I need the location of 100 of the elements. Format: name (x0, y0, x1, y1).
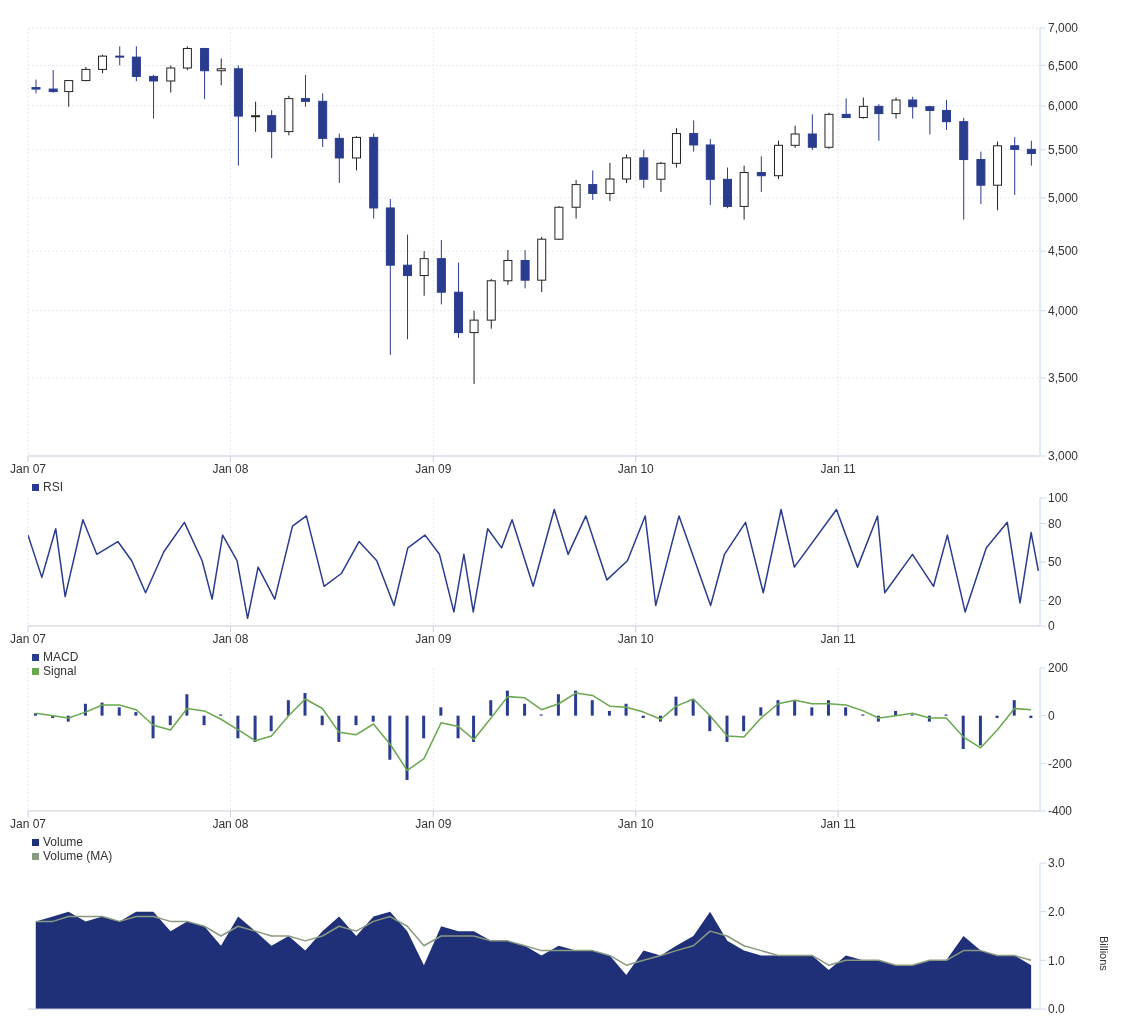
y-tick-label: 1.0 (1048, 953, 1066, 968)
bar (844, 707, 848, 716)
bar (303, 693, 307, 716)
y-tick-label: 7,000 (1048, 21, 1079, 36)
candlestick (605, 162, 615, 202)
bar (978, 715, 982, 746)
candlestick (689, 119, 699, 153)
bar (759, 707, 763, 716)
y-tick-label: 3,500 (1048, 371, 1079, 386)
candlestick (925, 105, 935, 135)
bar (742, 715, 746, 732)
candlestick (874, 103, 884, 142)
legend-label: Volume (43, 835, 84, 849)
bar (236, 715, 240, 739)
legend-label: RSI (43, 480, 64, 494)
candlestick (1010, 136, 1020, 196)
candlestick (182, 45, 192, 71)
bar (405, 715, 409, 781)
x-tick-label: Jan 07 (9, 816, 47, 831)
x-tick-label: Jan 10 (617, 631, 655, 646)
candlestick (942, 99, 952, 131)
candlestick (469, 310, 479, 385)
bar (590, 700, 594, 716)
candlestick (216, 57, 226, 86)
candlestick (419, 250, 429, 297)
bar (439, 707, 443, 716)
y-tick-label: 20 (1048, 593, 1062, 608)
y-tick-label: -200 (1048, 756, 1073, 771)
x-tick-label: Jan 11 (820, 461, 857, 476)
x-tick-label: Jan 07 (9, 461, 47, 476)
candlestick (807, 113, 817, 151)
y-tick-label: 3.0 (1048, 856, 1066, 871)
candlestick (639, 149, 649, 189)
bar (810, 707, 814, 716)
candlestick (571, 179, 581, 220)
candlestick (251, 101, 261, 133)
x-tick-label: Jan 09 (415, 631, 452, 646)
bar (691, 700, 695, 716)
candlestick (622, 153, 632, 184)
y-tick-label: 3,000 (1048, 449, 1079, 464)
x-tick-label: Jan 08 (212, 631, 249, 646)
legend-label: MACD (43, 650, 79, 664)
bar (202, 715, 206, 726)
bar (574, 690, 578, 716)
bar (286, 700, 290, 716)
candlestick (200, 47, 210, 100)
bar (371, 715, 375, 722)
y-tick-label: 0 (1048, 619, 1055, 634)
y-tick-label: 5,000 (1048, 191, 1079, 206)
y-tick-label: 0.0 (1048, 1002, 1066, 1017)
candlestick (503, 249, 513, 286)
candlestick (790, 125, 800, 149)
candlestick (841, 97, 851, 119)
bar (556, 694, 560, 716)
y-tick-label: 4,500 (1048, 244, 1079, 259)
bar (607, 710, 611, 716)
bar (134, 712, 138, 716)
y-tick-label: 5,500 (1048, 143, 1079, 158)
bar (337, 715, 341, 742)
bar (354, 715, 358, 726)
candlestick (48, 69, 58, 94)
candlestick (301, 74, 310, 108)
candlestick (588, 169, 598, 201)
y-tick-label: 4,000 (1048, 303, 1079, 318)
x-tick-label: Jan 11 (820, 631, 857, 646)
bar (725, 715, 729, 742)
candlestick (149, 74, 159, 120)
y-tick-label: 100 (1048, 491, 1069, 506)
bar (151, 715, 155, 739)
candlestick (756, 155, 766, 193)
y-tick-label: 80 (1048, 516, 1062, 531)
y-tick-label: 6,000 (1048, 99, 1079, 114)
candlestick (166, 64, 176, 94)
x-tick-label: Jan 11 (820, 816, 857, 831)
line-series (35, 692, 1032, 772)
bar (388, 715, 392, 760)
candlestick (891, 97, 901, 120)
candlestick (858, 97, 868, 120)
candlestick (520, 249, 530, 289)
y-tick-label: 200 (1048, 661, 1069, 676)
legend-label: Signal (43, 664, 77, 678)
bar (320, 715, 324, 726)
x-tick-label: Jan 09 (415, 816, 452, 831)
bar (269, 715, 273, 732)
y-tick-label: 6,500 (1048, 58, 1079, 73)
candlestick (656, 161, 666, 193)
bar (472, 715, 476, 742)
x-tick-label: Jan 10 (617, 461, 655, 476)
legend-label: Volume (MA) (43, 849, 113, 863)
line-series (35, 915, 1032, 966)
bar (793, 700, 797, 716)
y-tick-label: 2.0 (1048, 904, 1066, 919)
line-series (28, 508, 1040, 620)
bar (624, 703, 628, 716)
candlestick (403, 234, 413, 340)
candlestick (64, 79, 74, 108)
candlestick (334, 133, 344, 184)
bar (708, 715, 712, 732)
x-tick-label: Jan 07 (9, 631, 47, 646)
bar (961, 715, 965, 750)
